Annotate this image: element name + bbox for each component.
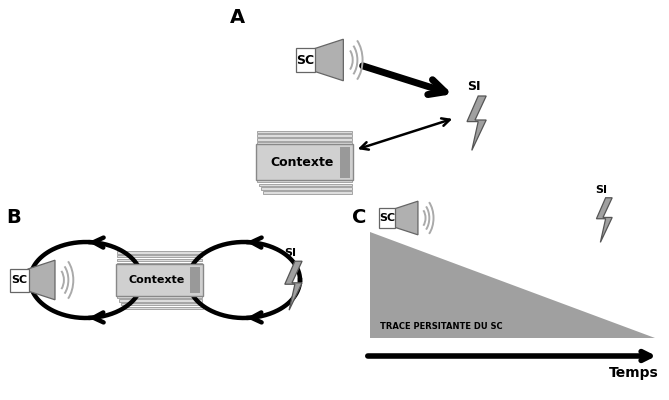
Bar [118,262,203,265]
Text: SC: SC [11,275,27,285]
Bar [118,251,203,254]
Bar [121,303,203,306]
Polygon shape [285,261,302,310]
Text: TRACE PERSITANTE DU SC: TRACE PERSITANTE DU SC [380,322,502,331]
Bar [258,131,353,133]
Text: C: C [352,208,367,227]
Bar [118,295,203,298]
Bar [191,267,201,293]
Polygon shape [28,260,55,300]
Text: Temps: Temps [609,366,659,380]
FancyBboxPatch shape [379,208,395,228]
Text: SC: SC [296,54,314,66]
Polygon shape [597,198,612,242]
Bar [123,307,203,309]
FancyBboxPatch shape [256,144,353,180]
Text: Contexte: Contexte [270,156,334,168]
FancyBboxPatch shape [9,268,29,292]
Bar [261,187,353,190]
Bar [118,259,203,261]
Bar [119,299,203,302]
Polygon shape [395,201,418,235]
Bar [260,184,353,186]
Bar [263,191,353,194]
Bar [118,255,203,258]
Text: B: B [6,208,21,227]
FancyBboxPatch shape [296,48,316,72]
Bar [258,180,353,182]
Polygon shape [467,96,486,150]
FancyBboxPatch shape [116,264,203,296]
Text: SI: SI [284,248,296,258]
Bar [258,142,353,144]
Bar [258,138,353,141]
Polygon shape [370,232,655,338]
Text: SI: SI [595,185,607,195]
Polygon shape [315,39,343,81]
Bar [258,134,353,137]
Bar [341,146,351,178]
Text: SC: SC [379,213,395,223]
Text: A: A [230,8,245,27]
Text: Contexte: Contexte [129,275,185,285]
Text: SI: SI [467,80,480,93]
